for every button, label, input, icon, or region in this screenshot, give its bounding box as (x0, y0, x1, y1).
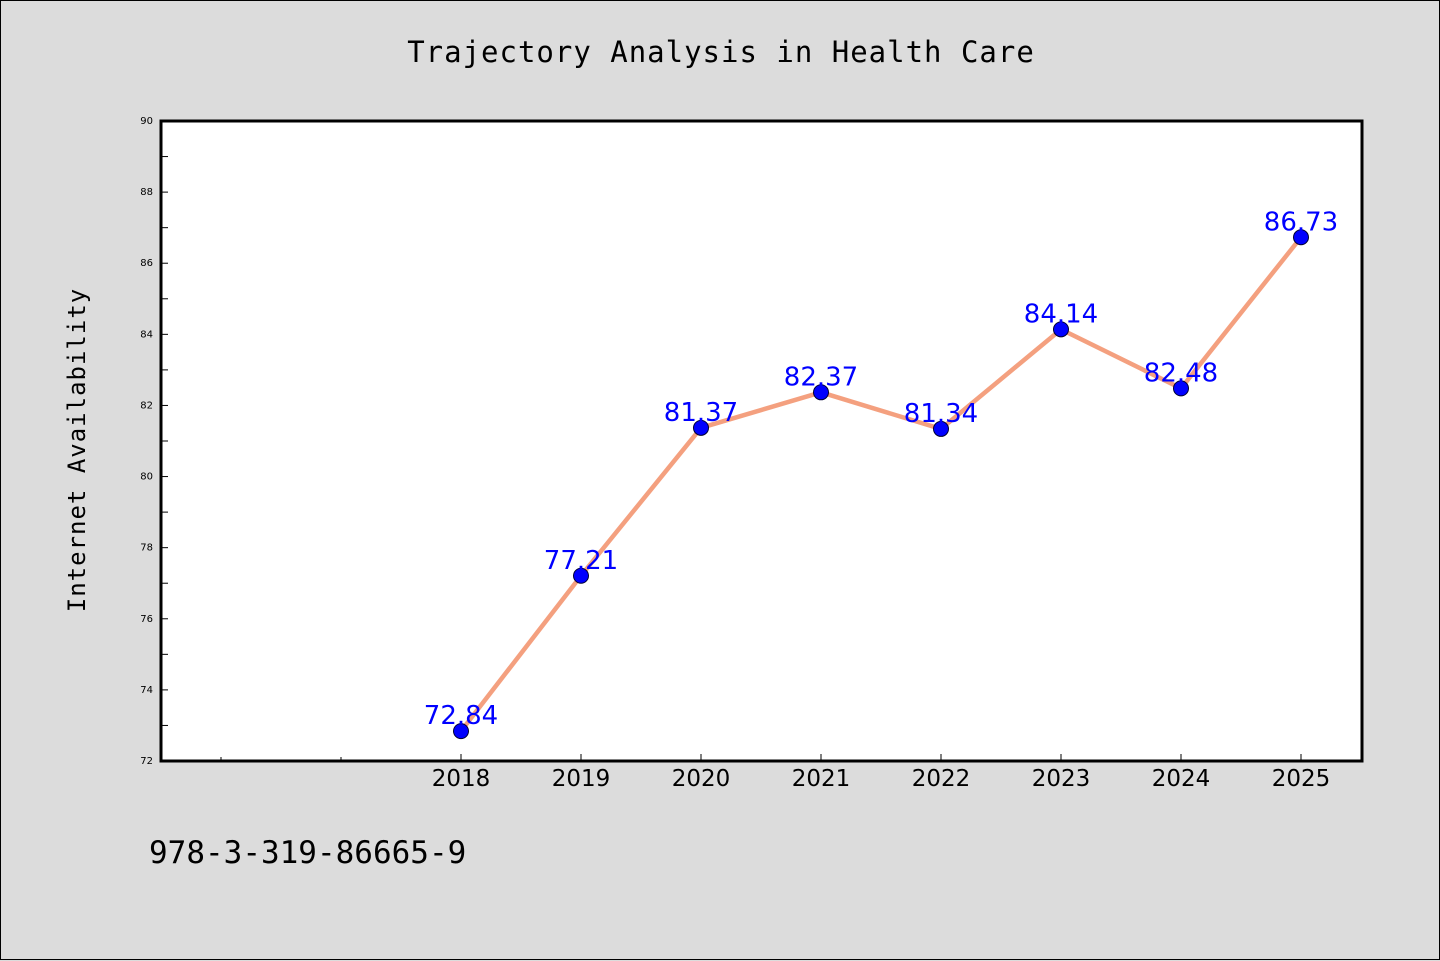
data-point (573, 567, 589, 584)
data-label: 81.34 (904, 399, 978, 429)
y-tick-label: 88 (140, 187, 153, 198)
data-label: 77.21 (544, 546, 618, 576)
series-line (458, 235, 1304, 734)
data-point (813, 384, 829, 401)
y-tick-label: 76 (140, 614, 153, 625)
data-label: 86.73 (1264, 207, 1338, 237)
x-tick-label: 2018 (432, 766, 491, 792)
y-tick-label: 82 (140, 400, 153, 411)
x-tick-label: 2025 (1272, 766, 1331, 792)
data-label: 81.37 (664, 398, 738, 428)
x-tick-label: 2024 (1152, 766, 1211, 792)
y-tick-label: 86 (140, 258, 153, 269)
y-tick-label: 90 (140, 116, 153, 127)
data-point (1293, 229, 1309, 246)
y-tick-label: 84 (140, 329, 153, 340)
data-label: 82.48 (1144, 358, 1218, 388)
data-label: 72.84 (424, 701, 498, 731)
data-point (1053, 321, 1069, 338)
y-tick-label: 78 (140, 543, 153, 554)
x-tick-label: 2021 (792, 766, 851, 792)
x-tick-label: 2022 (912, 766, 971, 792)
chart-title: Trajectory Analysis in Health Care (407, 35, 1035, 69)
x-tick-label: 2019 (552, 766, 611, 792)
y-tick-label: 74 (140, 685, 153, 696)
x-tick-label: 2023 (1032, 766, 1091, 792)
footer-code: 978-3-319-86665-9 (149, 835, 467, 871)
x-tick-label: 2020 (672, 766, 731, 792)
y-tick-label: 80 (140, 472, 153, 483)
plot-frame (159, 119, 1364, 763)
data-point (453, 723, 469, 740)
data-label: 82.37 (784, 362, 858, 392)
data-label: 84.14 (1024, 299, 1098, 329)
data-point (1173, 380, 1189, 397)
data-point (693, 419, 709, 436)
data-point (933, 420, 949, 437)
y-tick-label: 72 (140, 756, 153, 767)
plot-area (161, 121, 1362, 761)
